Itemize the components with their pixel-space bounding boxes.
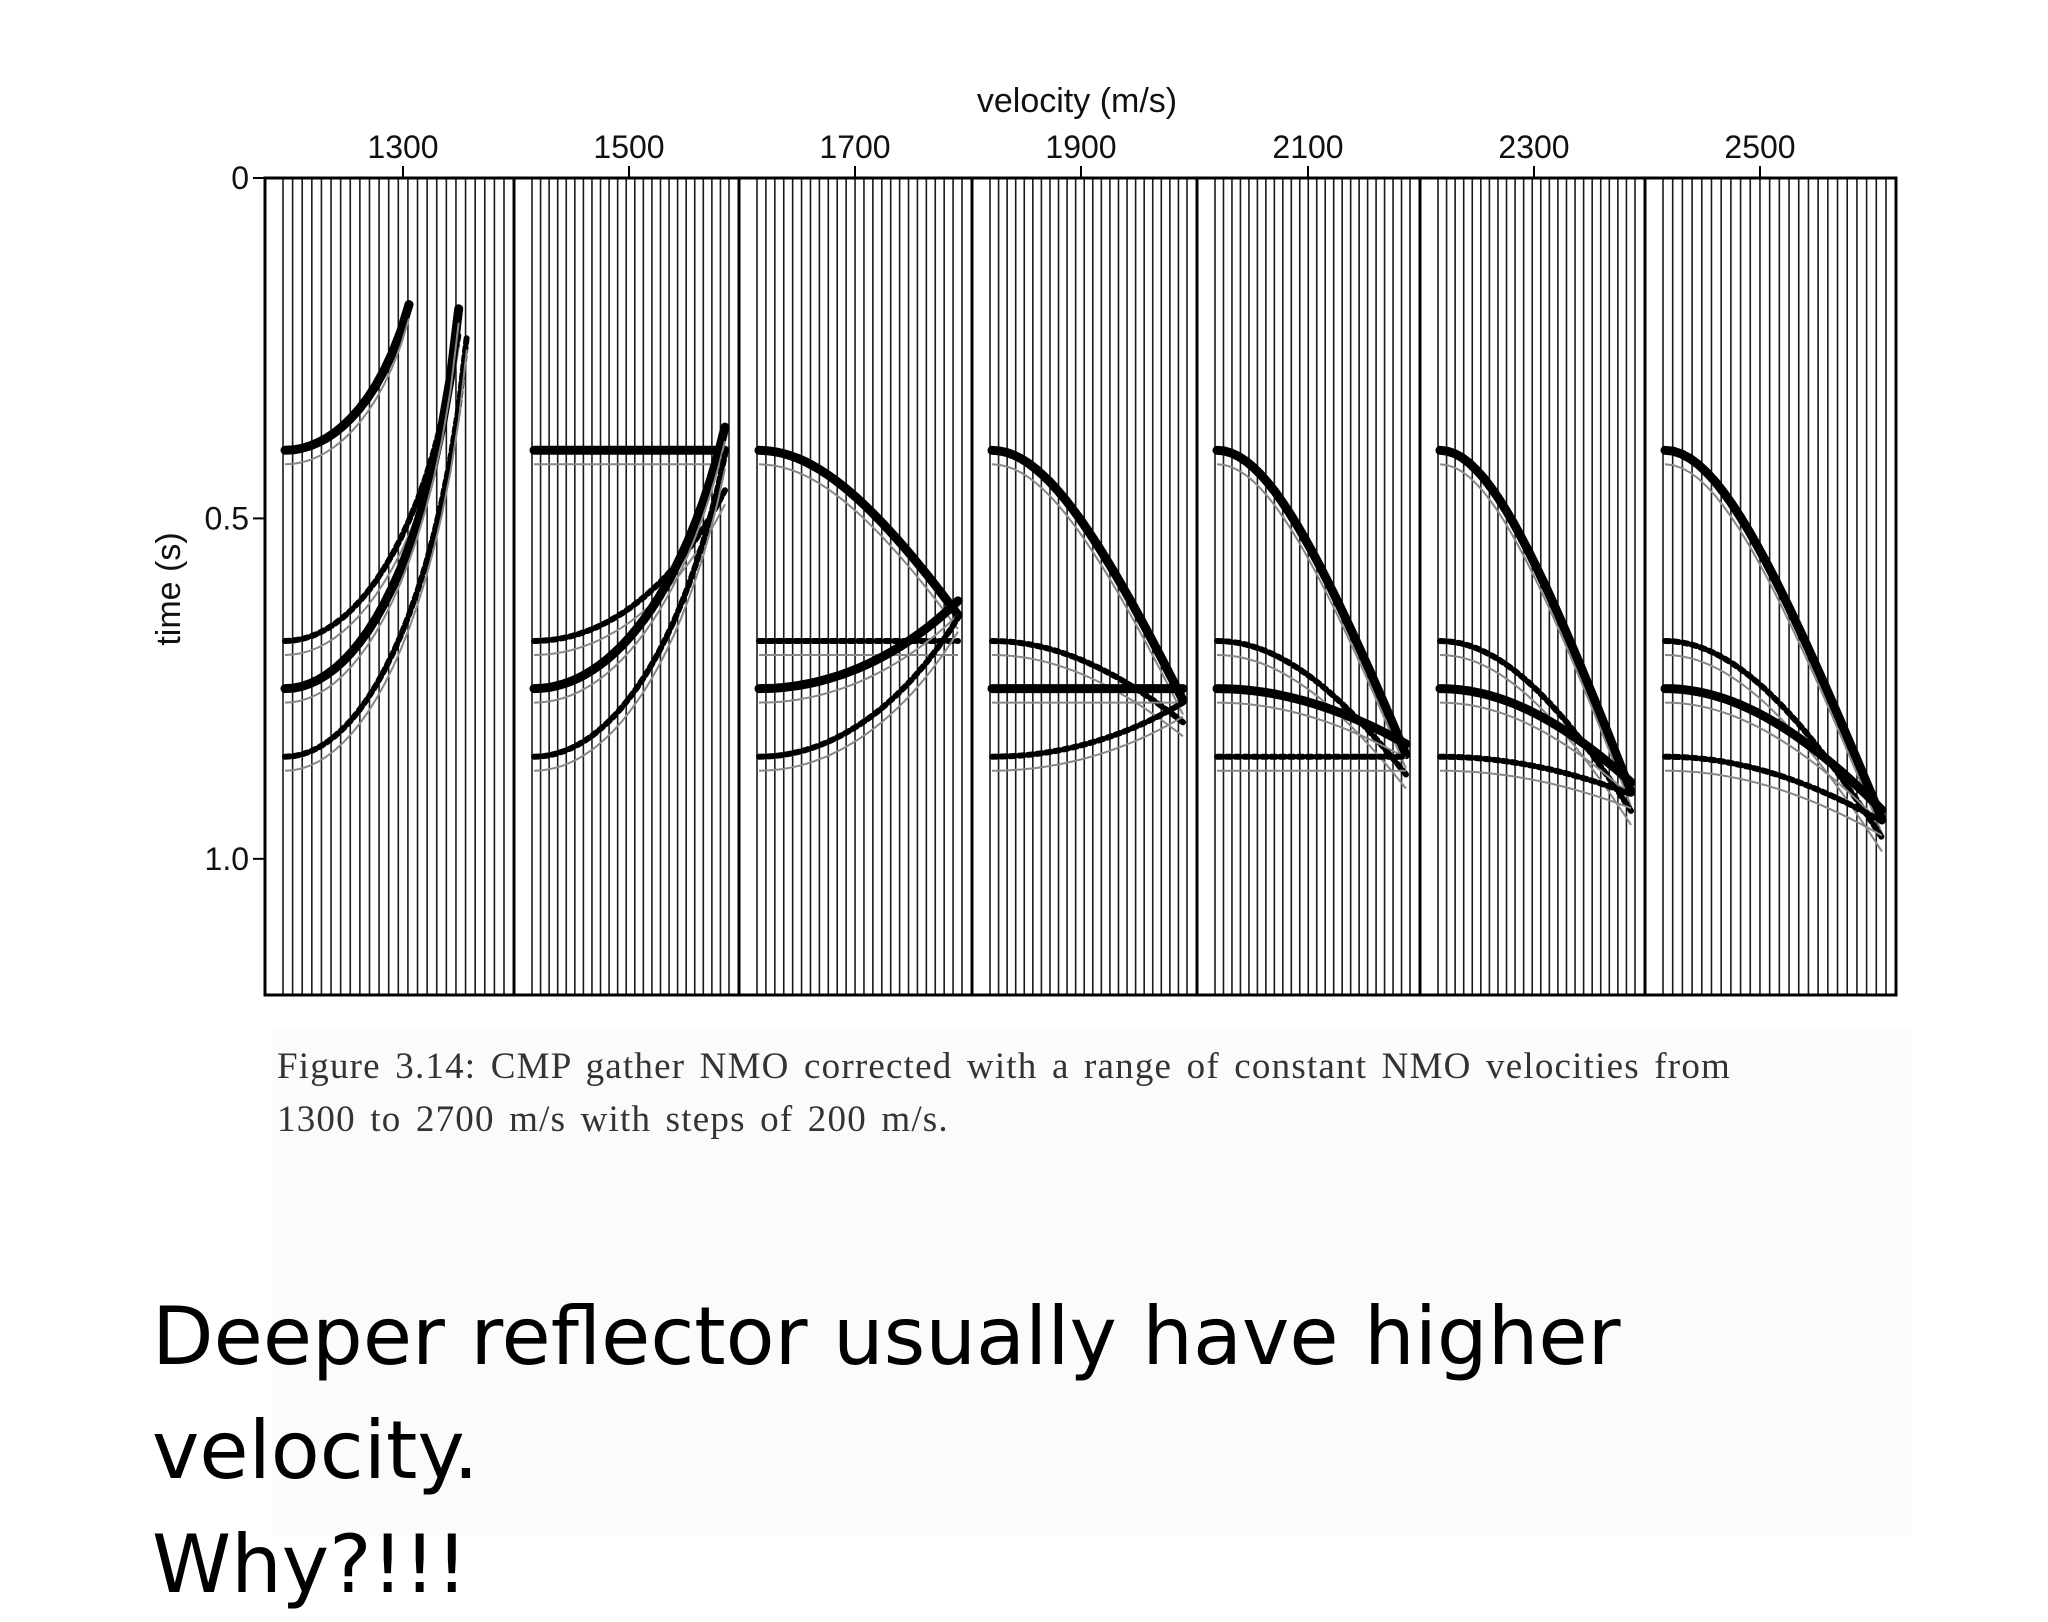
slide-question: Deeper reflector usually have higher vel… <box>152 1280 1952 1622</box>
reflection-event-shadow <box>991 654 1184 738</box>
reflection-events <box>280 300 1887 853</box>
reflection-event <box>1660 684 1887 815</box>
reflection-event <box>280 304 464 694</box>
reflection-event-shadow <box>533 468 726 772</box>
reflection-event-shadow <box>1439 654 1632 826</box>
reflection-event <box>1437 753 1634 798</box>
x-tick-label: 2100 <box>1272 129 1343 165</box>
reflection-event-shadow <box>284 349 468 772</box>
reflection-event-shadow <box>1439 463 1632 807</box>
reflection-event <box>1437 638 1634 814</box>
reflection-event-shadow <box>1439 769 1632 810</box>
reflection-event <box>1662 753 1885 825</box>
reflection-event <box>282 332 470 760</box>
reflection-event <box>280 300 414 455</box>
reflection-event-shadow <box>1664 769 1883 837</box>
slide-text-line-1: Deeper reflector usually have higher vel… <box>152 1290 1621 1497</box>
reflection-event-shadow <box>1216 701 1407 759</box>
reflection-event-shadow <box>533 440 726 704</box>
reflection-event-shadow <box>1216 463 1407 769</box>
x-axis-ticks: 1300 1500 1700 1900 2100 2300 2500 <box>367 129 1796 178</box>
reflection-event <box>989 638 1186 726</box>
reflection-event-shadow <box>758 631 959 772</box>
reflection-event <box>529 422 730 694</box>
y-tick-label: 0.5 <box>205 500 249 536</box>
reflection-event-shadow <box>1664 701 1883 825</box>
reflection-event-shadow <box>284 318 410 466</box>
reflection-event <box>754 596 963 694</box>
reflection-event-shadow <box>1216 654 1407 790</box>
x-tick-label: 1300 <box>367 129 438 165</box>
reflection-event-shadow <box>758 614 959 704</box>
x-tick-label: 2300 <box>1498 129 1569 165</box>
slide-text-line-2: Why?!!! <box>152 1518 468 1611</box>
x-tick-label: 1500 <box>593 129 664 165</box>
reflection-event <box>531 451 728 760</box>
x-tick-label: 2500 <box>1724 129 1795 165</box>
caption-line-2: 1300 to 2700 m/s with steps of 200 m/s. <box>277 1099 949 1140</box>
reflection-event-shadow <box>1439 701 1632 798</box>
x-tick-label: 1700 <box>819 129 890 165</box>
nmo-velocity-figure: velocity (m/s) 1300 1500 1700 1900 2100 2300 2… <box>150 82 1898 997</box>
panel-frames <box>263 176 1898 997</box>
caption-background <box>272 1030 1912 1536</box>
x-tick-label: 1900 <box>1045 129 1116 165</box>
reflection-event-shadow <box>991 463 1184 715</box>
reflection-event <box>1435 445 1636 797</box>
plot-frame <box>263 176 1898 997</box>
reflection-event <box>1435 684 1636 787</box>
reflection-event <box>1660 445 1887 825</box>
reflection-event <box>1214 638 1409 778</box>
y-axis-ticks: 0 0.5 1.0 <box>205 160 265 877</box>
reflection-event-shadow <box>533 503 726 656</box>
reflection-event-shadow <box>1664 654 1883 853</box>
reflection-event-shadow <box>1664 463 1883 834</box>
reflection-event <box>987 445 1188 705</box>
reflection-event-shadow <box>284 322 460 704</box>
reflection-event <box>756 614 961 760</box>
reflection-event-shadow <box>991 715 1184 772</box>
reflection-event <box>1662 638 1885 841</box>
reflection-event <box>754 445 963 620</box>
y-tick-label: 0 <box>231 160 249 196</box>
y-tick-label: 1.0 <box>205 841 249 877</box>
reflection-event <box>1212 445 1411 760</box>
reflection-event <box>989 699 1186 760</box>
reflection-event-shadow <box>758 463 959 630</box>
caption-line-1: Figure 3.14: CMP gather NMO corrected wi… <box>277 1046 1731 1087</box>
reflection-event <box>1212 684 1411 749</box>
y-axis-title: time (s) <box>150 532 188 645</box>
x-axis-title: velocity (m/s) <box>977 82 1177 120</box>
figure-caption: Figure 3.14: CMP gather NMO corrected wi… <box>277 1040 1897 1146</box>
